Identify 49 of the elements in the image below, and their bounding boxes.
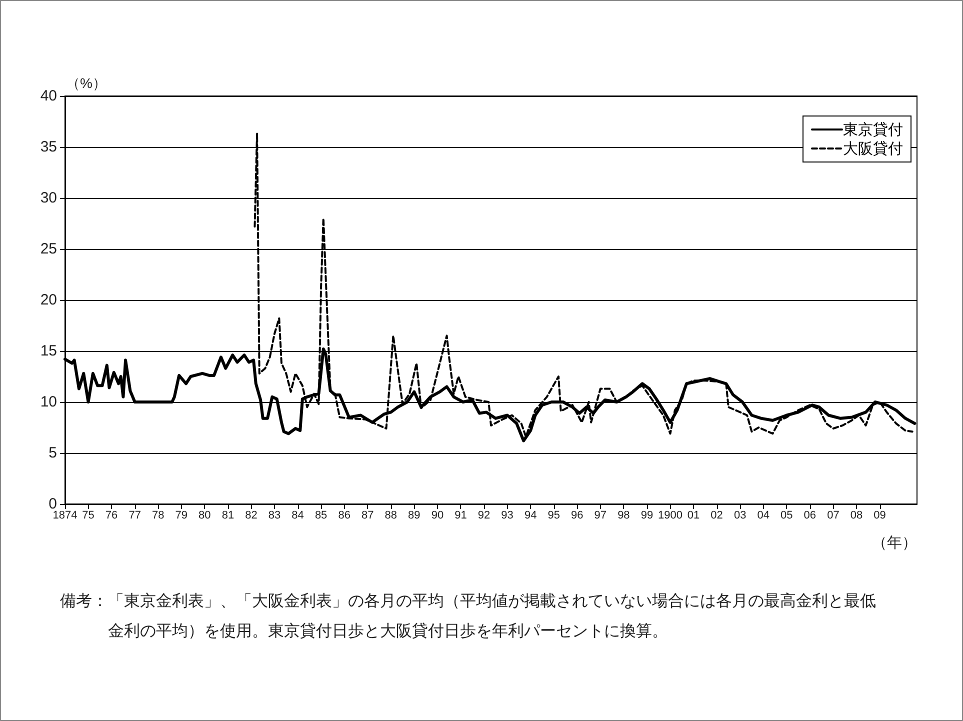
x-axis-title: （年） [872,534,917,552]
y-tick-label: 30 [40,190,57,206]
x-tick-label: 92 [478,510,490,522]
x-tick-label: 08 [850,510,863,522]
y-tick-label: 40 [40,88,57,104]
x-tick-label: 03 [734,510,746,522]
x-tick-label: 77 [128,510,141,522]
y-tick-label: 25 [40,240,57,258]
x-tick-label: 93 [501,510,514,522]
y-tick-label: 15 [40,342,57,360]
y-axis-title: （%） [66,75,106,91]
x-tick-label: 82 [245,510,258,522]
x-tick-label: 02 [710,510,723,522]
x-tick-label: 75 [82,510,94,522]
x-tick-label: 78 [152,510,164,522]
legend-label: 東京貸付 [843,120,903,138]
x-tick-label: 96 [571,510,584,522]
x-tick-label: 95 [548,510,560,522]
x-tick-label: 89 [408,510,420,522]
x-tick-label: 86 [338,510,350,522]
x-tick-label: 76 [105,510,118,522]
x-tick-label: 97 [594,510,607,522]
x-tick-label: 79 [175,510,188,522]
x-tick-label: 05 [780,510,793,522]
y-tick-label: 35 [40,138,57,156]
x-tick-label: 98 [618,510,630,522]
x-tick-label: 83 [268,510,281,522]
x-tick-label: 99 [640,510,654,522]
x-tick-label: 07 [827,510,840,522]
x-tick-label: 1900 [658,510,682,522]
x-tick-label: 91 [454,510,467,522]
x-tick-label: 85 [314,510,328,522]
y-tick-label: 20 [40,292,57,308]
x-tick-label: 94 [524,510,537,522]
x-tick-label: 80 [198,510,211,522]
x-tick-label: 90 [431,510,444,522]
text: 備考：「東京金利表」、「大阪金利表」の各月の平均（平均値が掲載されていない場合には各月の最高金利と最低金利の平均）を使用。東京貸付日歩と大阪貸付日歩を年利パーセントに換算。 [60,590,877,642]
x-tick-label: 87 [362,510,374,522]
x-tick-label: 81 [222,510,234,522]
y-tick-label: 10 [40,394,57,410]
x-tick-label: 06 [804,510,816,522]
y-tick-label: 5 [48,444,57,462]
legend-label: 大阪貸付 [843,140,903,158]
x-tick-label: 84 [292,510,304,522]
x-tick-label: 04 [757,510,770,522]
x-tick-label: 09 [874,510,886,522]
x-tick-label: 01 [687,510,700,522]
x-tick-label: 1874 [52,510,78,522]
x-tick-label: 88 [384,510,398,522]
